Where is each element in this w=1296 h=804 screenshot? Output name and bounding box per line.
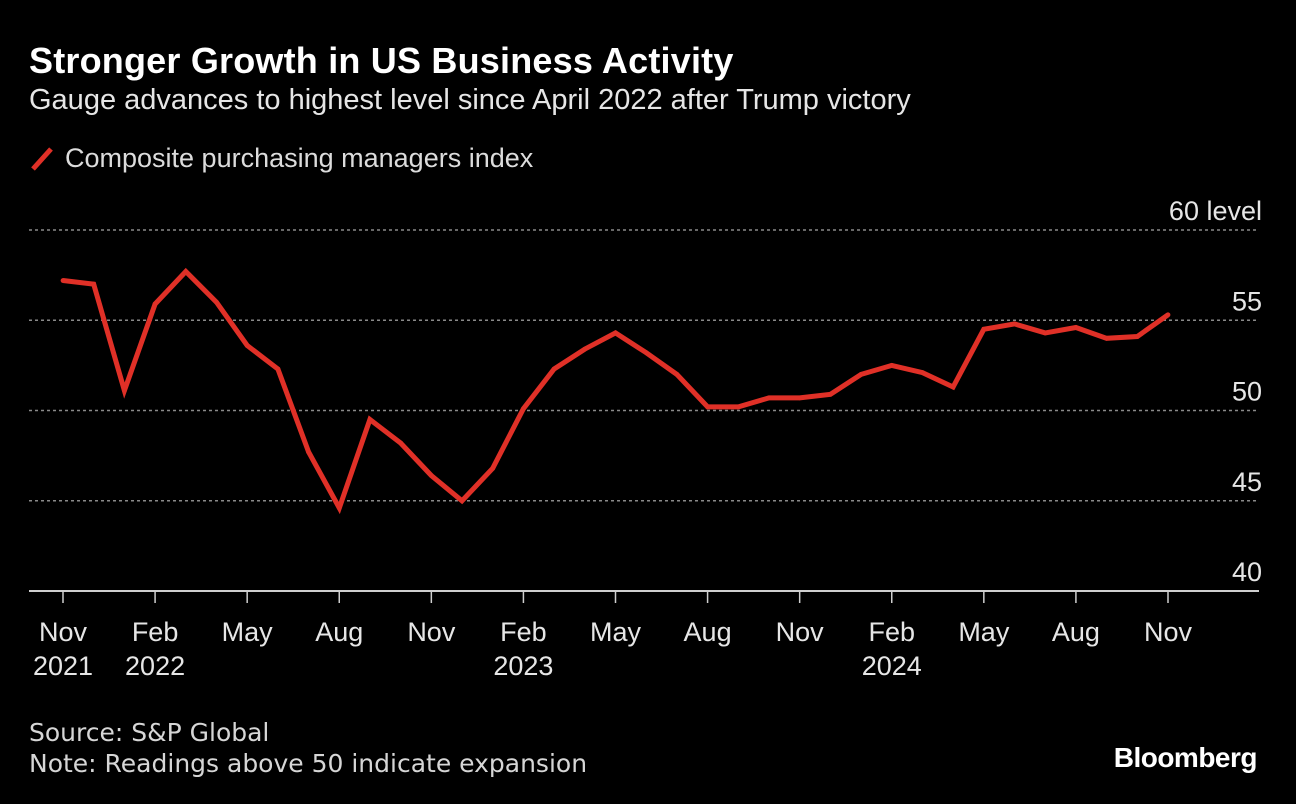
data-point	[643, 350, 649, 356]
data-point	[858, 372, 864, 377]
y-tick-label-40: 40	[1232, 557, 1262, 587]
bloomberg-logo: Bloomberg	[1113, 742, 1258, 773]
series-line-0	[62, 267, 1170, 515]
data-point	[60, 278, 66, 283]
data-point	[705, 404, 710, 410]
data-point	[1165, 312, 1171, 318]
data-point	[766, 395, 772, 401]
y-axis-ticks: 60 level 55 50 45 40	[1169, 196, 1262, 587]
source-note: Source: S&P Global	[29, 718, 270, 747]
legend: Composite purchasing managers index	[29, 141, 533, 175]
data-point	[920, 370, 925, 375]
x-tick-year-15: 2023	[493, 651, 553, 681]
data-point	[183, 269, 189, 274]
data-point	[244, 343, 250, 348]
data-point	[735, 404, 741, 410]
x-tick-label-27: Feb	[868, 617, 915, 647]
data-point	[582, 346, 588, 352]
x-tick-label-15: Feb	[500, 617, 547, 647]
x-tick-label-18: May	[590, 617, 642, 647]
data-point	[551, 366, 557, 372]
data-point	[889, 362, 895, 368]
x-tick-label-33: Aug	[1052, 617, 1100, 647]
data-point	[797, 395, 803, 401]
x-tick-label-12: Nov	[407, 617, 456, 647]
x-tick-label-6: May	[222, 617, 274, 647]
data-point	[1012, 321, 1017, 327]
data-point	[428, 473, 434, 478]
series-layer	[60, 267, 1171, 515]
x-tick-year-3: 2022	[125, 651, 185, 681]
data-point	[827, 391, 833, 397]
x-tick-label-3: Feb	[132, 617, 179, 647]
data-point	[490, 465, 496, 471]
data-point	[336, 505, 342, 511]
x-tick-label-36: Nov	[1144, 617, 1193, 647]
x-tick-year-0: 2021	[33, 651, 93, 681]
y-tick-label-60: 60 level	[1169, 196, 1262, 226]
data-point	[152, 301, 158, 307]
data-point	[121, 388, 127, 394]
y-tick-label-50: 50	[1232, 377, 1262, 407]
data-point	[275, 366, 281, 372]
data-point	[1134, 334, 1140, 339]
x-tick-label-21: Aug	[684, 617, 732, 647]
data-point	[398, 440, 404, 446]
x-tick-label-24: Nov	[776, 617, 825, 647]
data-point	[1073, 325, 1079, 330]
data-point	[981, 326, 987, 332]
data-point	[367, 417, 373, 422]
x-tick-year-27: 2024	[862, 651, 922, 681]
data-point	[674, 372, 680, 377]
x-axis: Nov 2021 Feb 2022 May Aug Nov Feb 2023 May Aug Nov F…	[29, 590, 1259, 681]
x-tick-label-30: May	[958, 617, 1010, 647]
data-point	[91, 281, 97, 287]
data-point	[459, 498, 465, 504]
gridlines	[29, 229, 1259, 502]
legend-label: Composite purchasing managers index	[65, 142, 534, 173]
chart-subtitle: Gauge advances to highest level since Ap…	[29, 84, 911, 116]
x-tick-label-0: Nov	[39, 617, 88, 647]
data-point	[1042, 330, 1048, 336]
data-point	[950, 384, 956, 390]
x-tick-label-9: Aug	[315, 617, 363, 647]
data-point	[306, 449, 311, 455]
data-point	[521, 406, 526, 412]
data-point	[214, 299, 219, 305]
chart-title: Stronger Growth in US Business Activity	[29, 40, 734, 81]
y-tick-label-45: 45	[1232, 467, 1262, 497]
y-tick-label-55: 55	[1232, 286, 1262, 316]
data-point	[613, 330, 618, 336]
data-point	[1104, 335, 1110, 341]
footnote: Note: Readings above 50 indicate expansi…	[29, 749, 588, 778]
red-line-icon	[29, 141, 57, 175]
